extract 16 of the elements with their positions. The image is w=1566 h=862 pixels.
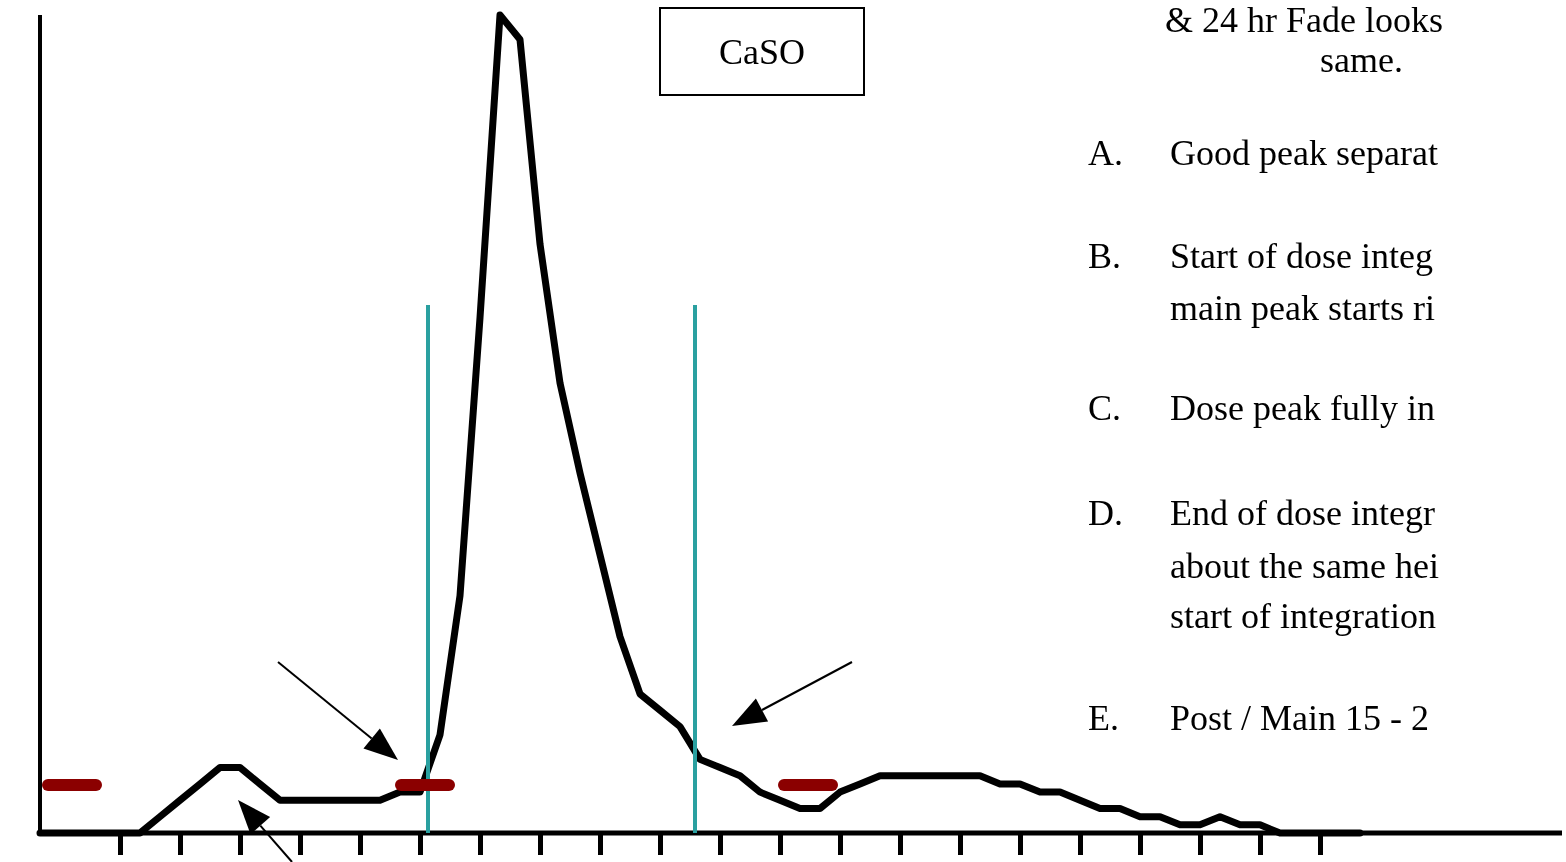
annotation: about the same hei: [1170, 546, 1439, 586]
annotation: Good peak separat: [1170, 133, 1438, 173]
annotation: End of dose integr: [1170, 493, 1435, 533]
annotation: CaSO: [718, 32, 806, 72]
annotation: main peak starts ri: [1170, 288, 1435, 328]
annotation: C.: [1088, 388, 1122, 428]
annotation: Start of dose integ: [1170, 236, 1433, 276]
annotation: & 24 hr Fade looks: [1165, 0, 1443, 40]
annotation: same.: [1320, 40, 1403, 80]
annotation: start of integration: [1170, 596, 1436, 636]
annotation: A.: [1088, 133, 1123, 173]
annotation: B.: [1088, 236, 1122, 276]
annotation: Post / Main 15 - 2: [1170, 698, 1430, 738]
annotation: E.: [1088, 698, 1119, 738]
annotation: Dose peak fully in: [1170, 388, 1435, 428]
annotation: D.: [1088, 493, 1123, 533]
